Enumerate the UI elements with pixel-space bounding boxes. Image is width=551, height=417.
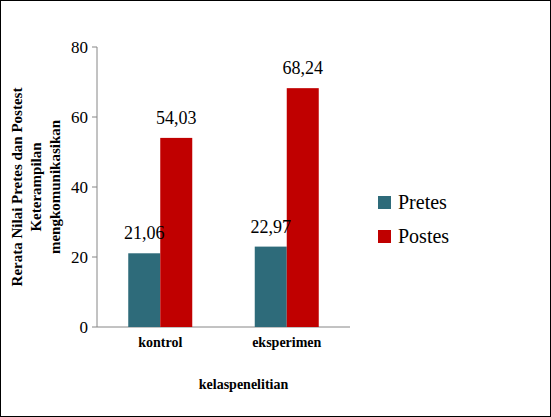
data-label: 54,03 <box>156 108 197 128</box>
y-tick-label: 20 <box>71 248 88 267</box>
bars <box>128 88 319 327</box>
y-tick <box>92 327 97 328</box>
y-tick <box>92 187 97 188</box>
y-tick-label: 80 <box>71 38 88 57</box>
legend-label: Pretes <box>398 191 447 213</box>
data-label: 22,97 <box>251 217 292 237</box>
bar <box>255 247 287 327</box>
legend-swatch <box>378 196 391 209</box>
x-tick-label: kontrol <box>138 335 182 350</box>
frame <box>1 1 551 417</box>
data-label: 21,06 <box>124 223 165 243</box>
bar <box>287 88 319 327</box>
y-tick <box>92 117 97 118</box>
legend-label: Postes <box>398 225 449 247</box>
y-tick-label: 40 <box>71 178 88 197</box>
chart: 0 20 40 60 80 21,06 54,03 22,97 68,24 kontrol eksp… <box>0 0 551 417</box>
x-axis-label: kelaspenelitian <box>199 377 289 392</box>
bar <box>128 253 160 327</box>
data-label: 68,24 <box>283 58 324 78</box>
y-tick <box>92 257 97 258</box>
chart-wrapper: 0 20 40 60 80 21,06 54,03 22,97 68,24 kontrol eksp… <box>0 0 551 417</box>
y-tick <box>92 47 97 48</box>
data-labels: 21,06 54,03 22,97 68,24 <box>124 58 323 243</box>
legend-swatch <box>378 230 391 243</box>
y-tick-label: 60 <box>71 108 88 127</box>
x-tick-label: eksperimen <box>252 335 321 350</box>
y-axis-label: Rerata Nilai Pretes dan PostestKeterampi… <box>9 88 63 287</box>
bar <box>160 138 192 327</box>
y-tick-label: 0 <box>80 318 89 337</box>
